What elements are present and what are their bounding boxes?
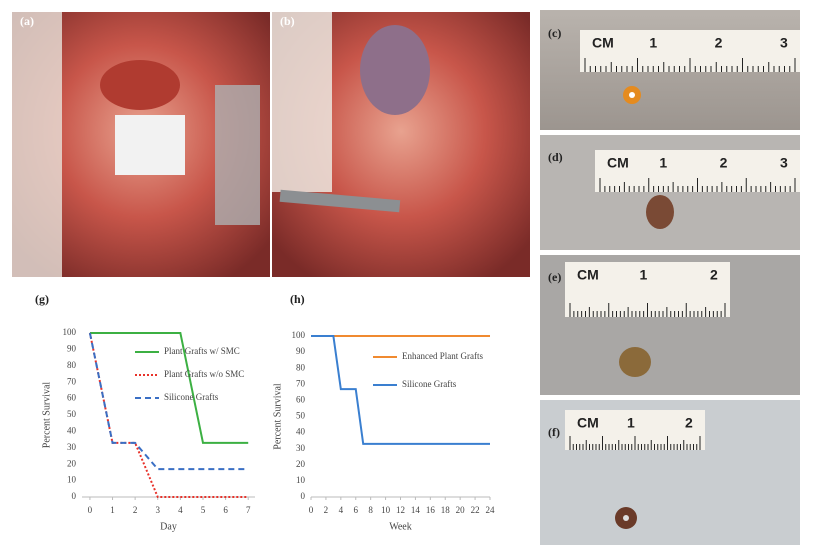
legend-label: Silicone Grafts bbox=[164, 392, 219, 402]
y-tick-label: 70 bbox=[296, 378, 306, 388]
y-tick-label: 60 bbox=[296, 394, 306, 404]
ruler-label: 2 bbox=[715, 35, 723, 51]
organ bbox=[360, 25, 430, 115]
y-tick-label: 40 bbox=[296, 427, 306, 437]
ruler-label: 2 bbox=[685, 415, 693, 431]
y-tick-label: 80 bbox=[67, 360, 77, 370]
y-tick-label: 60 bbox=[67, 393, 77, 403]
ruler-label: 3 bbox=[780, 35, 788, 51]
scale-card bbox=[115, 115, 185, 175]
x-tick-label: 18 bbox=[441, 505, 451, 515]
y-tick-label: 20 bbox=[67, 458, 77, 468]
ruler-label: 2 bbox=[720, 155, 728, 171]
x-tick-label: 0 bbox=[88, 505, 93, 515]
x-axis-label: Day bbox=[160, 521, 177, 532]
panel-label: (g) bbox=[35, 292, 49, 306]
legend-label: Enhanced Plant Grafts bbox=[402, 351, 483, 361]
x-tick-label: 12 bbox=[396, 505, 405, 515]
x-tick-label: 7 bbox=[246, 505, 251, 515]
x-tick-label: 2 bbox=[133, 505, 138, 515]
x-tick-label: 0 bbox=[309, 505, 314, 515]
ruler-label: CM bbox=[577, 267, 599, 283]
y-tick-label: 40 bbox=[67, 425, 77, 435]
x-tick-label: 5 bbox=[201, 505, 206, 515]
y-tick-label: 10 bbox=[296, 475, 306, 485]
sample bbox=[646, 195, 674, 229]
x-tick-label: 24 bbox=[486, 505, 496, 515]
y-axis-label: Percent Survival bbox=[41, 382, 52, 449]
series-line bbox=[88, 332, 249, 498]
y-tick-label: 30 bbox=[296, 443, 306, 453]
panel-label: (e) bbox=[548, 270, 561, 284]
y-tick-label: 30 bbox=[67, 442, 77, 452]
y-tick-label: 70 bbox=[67, 376, 77, 386]
legend-label: Plant Grafts w/ SMC bbox=[164, 346, 240, 356]
ruler-label: 3 bbox=[780, 155, 788, 171]
ruler-label: CM bbox=[607, 155, 629, 171]
drape bbox=[272, 12, 332, 192]
x-tick-label: 4 bbox=[178, 505, 183, 515]
ruler-label: 2 bbox=[710, 267, 718, 283]
x-tick-label: 6 bbox=[354, 505, 359, 515]
x-tick-label: 1 bbox=[110, 505, 115, 515]
drape bbox=[12, 12, 62, 277]
y-tick-label: 50 bbox=[296, 411, 306, 421]
y-tick-label: 20 bbox=[296, 459, 306, 469]
y-tick-label: 0 bbox=[72, 491, 77, 501]
x-tick-label: 8 bbox=[368, 505, 373, 515]
legend-label: Silicone Grafts bbox=[402, 379, 457, 389]
organ bbox=[100, 60, 180, 110]
x-tick-label: 2 bbox=[324, 505, 329, 515]
forceps bbox=[279, 189, 401, 213]
x-axis-label: Week bbox=[389, 521, 412, 532]
x-tick-label: 6 bbox=[223, 505, 228, 515]
panel-label: (a) bbox=[20, 14, 34, 28]
x-tick-label: 16 bbox=[426, 505, 436, 515]
x-tick-label: 22 bbox=[471, 505, 480, 515]
series-line bbox=[89, 332, 249, 444]
retractor bbox=[215, 85, 260, 225]
ruler-label: CM bbox=[577, 415, 599, 431]
sample bbox=[619, 347, 651, 377]
x-tick-label: 20 bbox=[456, 505, 466, 515]
y-tick-label: 80 bbox=[296, 362, 306, 372]
series-line bbox=[88, 332, 249, 471]
x-tick-label: 3 bbox=[156, 505, 161, 515]
x-tick-label: 14 bbox=[411, 505, 421, 515]
y-tick-label: 90 bbox=[296, 346, 306, 356]
panel-label: (f) bbox=[548, 425, 560, 439]
ruler-label: 1 bbox=[649, 35, 657, 51]
x-tick-label: 10 bbox=[381, 505, 391, 515]
y-tick-label: 100 bbox=[292, 330, 306, 340]
sample-lumen bbox=[623, 515, 629, 521]
panel-label: (c) bbox=[548, 26, 561, 40]
x-tick-label: 4 bbox=[339, 505, 344, 515]
ruler-label: 1 bbox=[627, 415, 635, 431]
y-tick-label: 100 bbox=[63, 327, 77, 337]
legend-label: Plant Grafts w/o SMC bbox=[164, 369, 244, 379]
y-tick-label: 10 bbox=[67, 475, 77, 485]
panel-label: (d) bbox=[548, 150, 563, 164]
ruler-label: 1 bbox=[659, 155, 667, 171]
y-tick-label: 90 bbox=[67, 343, 77, 353]
panel-label: (h) bbox=[290, 292, 305, 306]
y-tick-label: 50 bbox=[67, 409, 77, 419]
ruler-label: CM bbox=[592, 35, 614, 51]
panel-label: (b) bbox=[280, 14, 295, 28]
y-axis-label: Percent Survival bbox=[272, 383, 283, 450]
y-tick-label: 0 bbox=[301, 491, 306, 501]
series-line bbox=[311, 335, 490, 445]
sample-lumen bbox=[629, 92, 635, 98]
ruler-label: 1 bbox=[640, 267, 648, 283]
